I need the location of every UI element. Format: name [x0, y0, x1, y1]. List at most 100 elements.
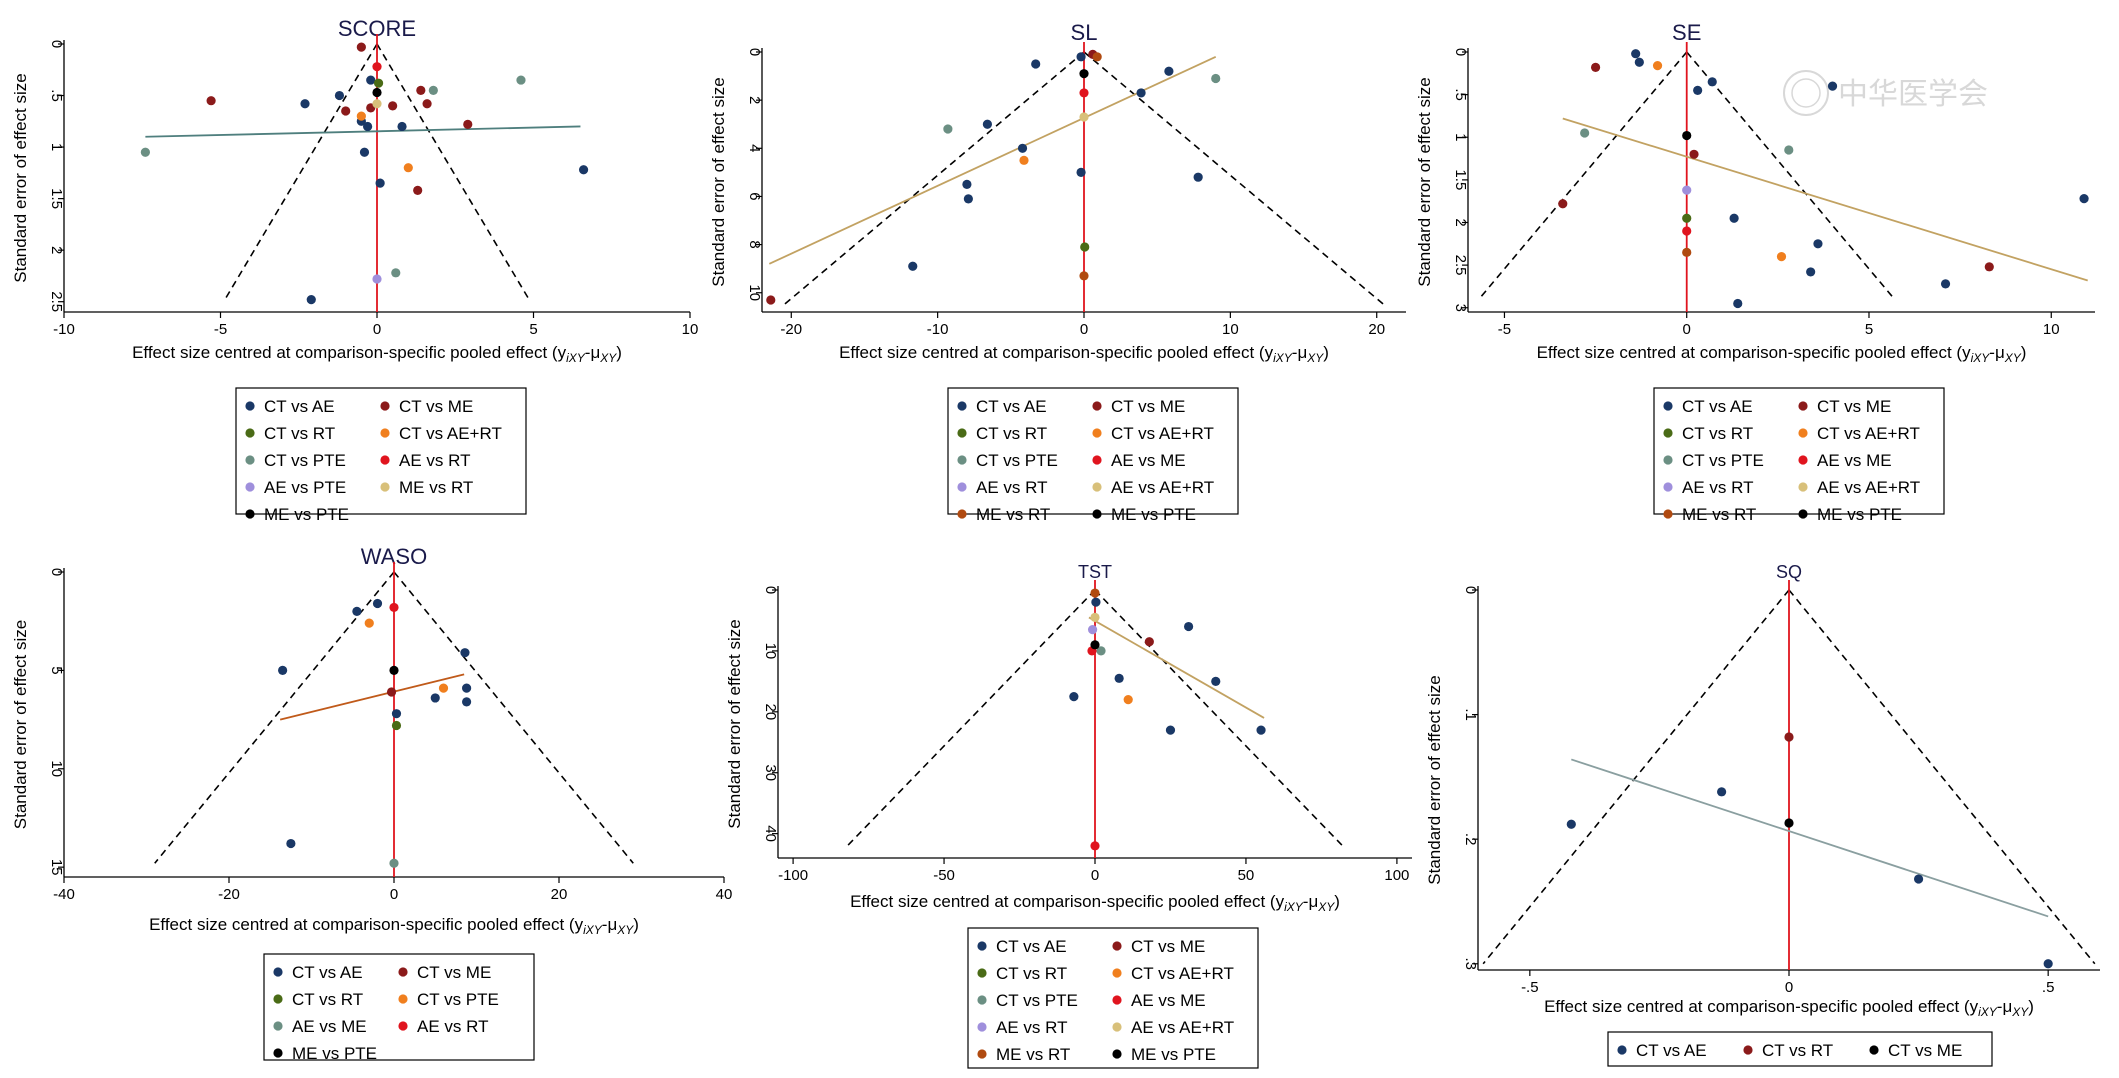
x-tick-label: 0 — [1683, 321, 1691, 338]
legend-entry: CT vs AE+RT — [1111, 424, 1214, 443]
legend-marker — [1092, 401, 1102, 411]
legend-marker — [1112, 995, 1122, 1005]
data-point-ct-vs-ae — [306, 295, 316, 305]
legend-entry: CT vs ME — [1888, 1041, 1962, 1060]
data-point-me-vs-pte — [389, 665, 399, 675]
legend-marker — [1663, 428, 1673, 438]
funnel-right-boundary — [1788, 589, 2096, 965]
data-point-ct-vs-pte — [1580, 128, 1590, 138]
legend-entry: ME vs RT — [996, 1045, 1070, 1064]
legend-marker — [957, 509, 967, 519]
data-point-ae-vs-pte — [372, 274, 382, 284]
data-point-ct-vs-ae — [375, 178, 385, 188]
data-point-ct-vs-me — [1590, 62, 1601, 72]
legend-entry: CT vs PTE — [264, 451, 346, 470]
data-point-ct-vs-ae — [578, 165, 589, 175]
data-point-ct-vs-ae — [1806, 267, 1816, 277]
legend-marker — [380, 455, 390, 465]
y-tick-label: 2 — [746, 96, 763, 104]
legend: CT vs AE CT vs ME CT vs RT CT vs AE+RT CT vs… — [947, 387, 1239, 524]
data-point-ct-vs-ae — [982, 119, 993, 129]
data-point-ct-vs-ae-rt — [1123, 695, 1133, 705]
funnel-left-boundary — [783, 51, 1085, 306]
y-tick-label: 15 — [48, 859, 65, 876]
x-tick-label: 0 — [390, 886, 398, 903]
data-point-ct-vs-ae — [334, 90, 345, 101]
legend-marker — [380, 401, 390, 411]
legend-marker — [1869, 1045, 1879, 1055]
legend-marker — [245, 482, 255, 492]
x-tick-label: -5 — [1498, 321, 1511, 338]
legend-entry: CT vs AE — [976, 397, 1047, 416]
data-point-ct-vs-ae — [1165, 725, 1176, 735]
data-point-ct-vs-me — [416, 85, 426, 95]
x-tick-label: 0 — [1091, 867, 1099, 884]
legend-entry: ME vs RT — [399, 478, 473, 497]
legend-marker — [1092, 428, 1102, 438]
y-tick-label: .2 — [1462, 833, 1479, 846]
data-point-ct-vs-rt — [1682, 213, 1692, 223]
legend-entry: CT vs RT — [264, 424, 335, 443]
y-tick-label: .3 — [1462, 958, 1479, 971]
data-point-ae-vs-rt — [1087, 624, 1098, 635]
data-point-ct-vs-ae — [1566, 819, 1576, 829]
data-point-ct-vs-ae — [1631, 49, 1641, 59]
y-tick-label: 2.5 — [48, 291, 65, 312]
legend-entry: CT vs AE — [996, 937, 1067, 956]
data-point-ct-vs-me — [1984, 262, 1994, 272]
legend: CT vs AE CT vs ME CT vs RT CT vs PTE AE vs M… — [263, 953, 535, 1063]
data-point-ct-vs-pte — [516, 75, 526, 85]
legend-entry: CT vs AE — [264, 397, 335, 416]
data-point-me-vs-pte — [1079, 69, 1089, 79]
data-point-ct-vs-ae — [1693, 85, 1703, 95]
data-point-ct-vs-me — [1689, 149, 1699, 159]
regression-line — [1562, 117, 2088, 282]
legend-entry: CT vs RT — [1682, 424, 1753, 443]
data-point-ct-vs-ae — [2043, 959, 2053, 969]
x-tick-label: -40 — [53, 886, 75, 903]
legend: CT vs AE CT vs ME CT vs RT CT vs AE+RT CT vs… — [1653, 387, 1945, 524]
data-point-ct-vs-ae-rt — [403, 163, 413, 173]
data-point-ct-vs-rt — [373, 78, 384, 88]
x-tick-label: 20 — [551, 886, 568, 903]
data-point-ct-vs-me — [1144, 637, 1154, 647]
legend-marker — [1112, 1022, 1122, 1032]
data-point-ct-vs-me — [386, 687, 397, 697]
panel-sl: SL -20 -10 0 10 20 0 2 4 6 8 10 Standard error of ef… — [709, 20, 1406, 524]
y-axis-label: Standard error of effect size — [1425, 675, 1444, 884]
x-tick-label: 0 — [1080, 321, 1088, 338]
data-point-ct-vs-ae — [1031, 59, 1041, 69]
data-point-ct-vs-ae — [2079, 194, 2089, 204]
data-point-ct-vs-ae — [460, 648, 470, 658]
x-tick-label: -10 — [927, 321, 949, 338]
legend-marker — [398, 994, 408, 1004]
data-point-ct-vs-ae — [1913, 874, 1924, 884]
legend-marker — [398, 1021, 408, 1031]
legend: CT vs AE CT vs RT CT vs ME — [1607, 1031, 1993, 1067]
y-tick-label: 1.5 — [48, 188, 65, 209]
x-tick-label: -.5 — [1521, 979, 1539, 996]
x-axis-label: Effect size centred at comparison-specif… — [149, 915, 639, 937]
data-point-ct-vs-rt — [1080, 242, 1090, 252]
data-point-ct-vs-pte — [438, 683, 449, 693]
data-point-ct-vs-me — [1784, 818, 1794, 828]
y-tick-label: 0 — [762, 586, 779, 594]
legend-entry: AE vs RT — [996, 1018, 1067, 1037]
legend-marker — [1617, 1045, 1627, 1055]
data-point-ct-vs-ae — [963, 194, 973, 204]
panel-title: TST — [1078, 562, 1112, 582]
data-point-ct-vs-ae — [1091, 597, 1101, 607]
y-tick-label: 0 — [1462, 586, 1479, 594]
data-point-ct-vs-ae — [1211, 676, 1221, 686]
x-tick-label: -100 — [778, 867, 808, 884]
legend-marker — [1092, 509, 1102, 519]
y-tick-label: 0 — [746, 48, 763, 56]
legend-marker — [1663, 401, 1673, 411]
y-tick-label: 0 — [48, 40, 65, 48]
x-tick-label: 50 — [1238, 867, 1255, 884]
y-tick-label: 0 — [1452, 48, 1469, 56]
regression-line — [279, 673, 465, 721]
legend-marker — [957, 455, 967, 465]
legend-entry: AE vs RT — [1682, 478, 1753, 497]
